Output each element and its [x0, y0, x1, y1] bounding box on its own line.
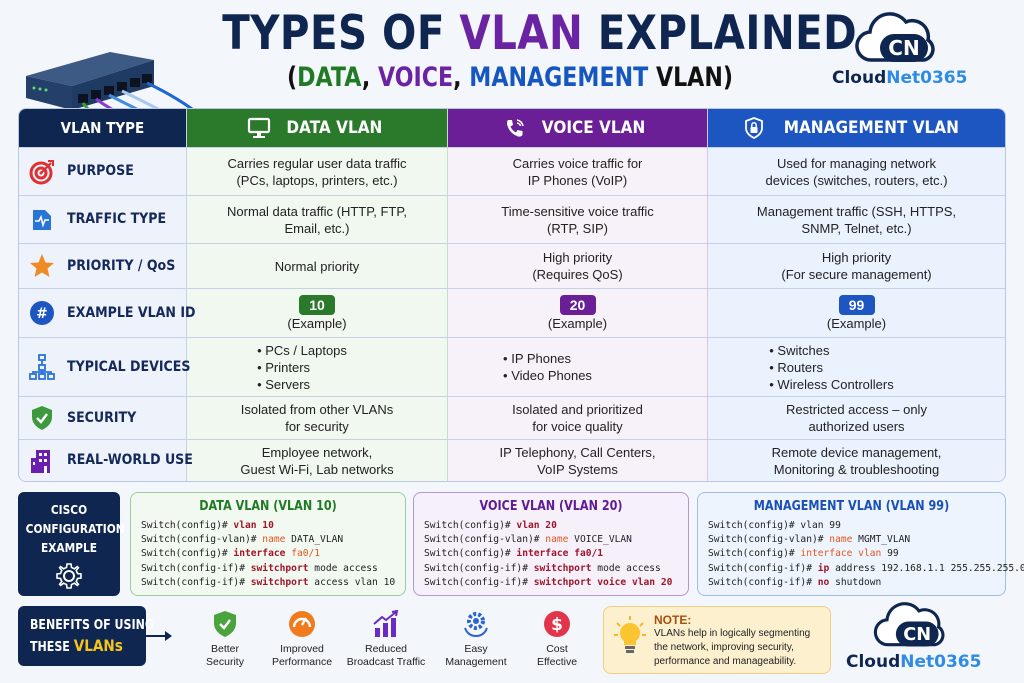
page-subtitle: (DATA, VOICE, MANAGEMENT VLAN) [287, 62, 733, 93]
gear-hand-icon [464, 612, 488, 638]
cell-mgmt-security: Restricted access – only authorized users [708, 397, 1005, 439]
cell-data-purpose: Carries regular user data traffic (PCs, l… [187, 148, 448, 195]
cell-voice-traffic: Time-sensitive voice traffic (RTP, SIP) [448, 196, 708, 243]
svg-text:#: # [36, 306, 48, 322]
benefit-reduced-broadcast: Reduced Broadcast Traffic [336, 610, 436, 669]
cell-voice-use: IP Telephony, Call Centers, VoIP Systems [448, 440, 708, 481]
cell-data-vlan-id: 10 (Example) [187, 289, 448, 337]
hash-icon: # [29, 300, 55, 326]
table-row-priority: PRIORITY / QoS Normal priority High prio… [19, 243, 1005, 288]
cell-voice-security: Isolated and prioritized for voice qualit… [448, 397, 708, 439]
row-label: SECURITY [67, 409, 137, 426]
table-row-security: SECURITY Isolated from other VLANs for se… [19, 396, 1005, 439]
cell-data-devices: PCs / LaptopsPrintersServers [187, 338, 448, 396]
cell-data-security: Isolated from other VLANs for security [187, 397, 448, 439]
code-block: Switch(config)# vlan 10 Switch(config-vl… [141, 520, 396, 588]
config-box-voice-vlan: VOICE VLAN (VLAN 20) Switch(config)# vla… [413, 492, 689, 596]
monitor-icon [247, 117, 270, 138]
table-row-typical-devices: TYPICAL DEVICES PCs / LaptopsPrintersSer… [19, 337, 1005, 396]
cell-voice-purpose: Carries voice traffic for IP Phones (VoIP… [448, 148, 708, 195]
svg-text:CN: CN [903, 625, 931, 645]
dollar-icon: $ [544, 611, 570, 637]
table-row-example-vlan-id: # EXAMPLE VLAN ID 10 (Example) 20 (Example… [19, 288, 1005, 337]
cloud-logo-icon: CN [873, 602, 945, 647]
header-vlan-type: VLAN TYPE [19, 109, 187, 147]
cell-voice-priority: High priority (Requires QoS) [448, 244, 708, 288]
pulse-doc-icon [29, 207, 55, 233]
row-label: TRAFFIC TYPE [67, 211, 167, 227]
row-label: REAL-WORLD USE [67, 452, 193, 468]
cell-data-priority: Normal priority [187, 244, 448, 288]
vlan-id-badge: 10 [299, 294, 335, 315]
brand-logo-bottom: CN CloudNet0365 [846, 602, 981, 672]
lightbulb-icon [614, 616, 646, 653]
header-management-vlan: MANAGEMENT VLAN [708, 109, 1005, 147]
gear-icon [56, 563, 82, 589]
cell-mgmt-use: Remote device management, Monitoring & tr… [708, 440, 1005, 481]
shield-check-icon [29, 405, 55, 431]
note-box: NOTE: VLANs help in logically segmenting… [603, 606, 831, 674]
cell-mgmt-priority: High priority (For secure management) [708, 244, 1005, 288]
cell-voice-devices: IP PhonesVideo Phones [448, 338, 708, 396]
benefit-easy-management: Easy Management [426, 610, 526, 669]
cell-mgmt-purpose: Used for managing network devices (switch… [708, 148, 1005, 195]
benefit-better-security: Better Security [175, 610, 275, 669]
row-label: EXAMPLE VLAN ID [67, 304, 196, 321]
cell-voice-vlan-id: 20 (Example) [448, 289, 708, 337]
svg-text:CN: CN [888, 36, 919, 60]
benefit-cost-effective: $ Cost Effective [507, 610, 607, 669]
vlan-comparison-table: VLAN TYPE DATA VLAN VOICE VLAN MANAGEMEN… [18, 108, 1006, 482]
row-label: PURPOSE [67, 163, 134, 179]
benefit-improved-performance: Improved Performance [252, 610, 352, 669]
table-row-real-world-use: REAL-WORLD USE Employee network, Guest Wi… [19, 439, 1005, 481]
network-switch-illustration [14, 38, 214, 122]
vlan-id-badge: 20 [559, 294, 596, 315]
header-voice-vlan: VOICE VLAN [448, 109, 708, 147]
cloud-logo-icon: CN [855, 12, 935, 62]
building-icon [29, 448, 55, 474]
svg-text:$: $ [551, 615, 563, 635]
cell-mgmt-vlan-id: 99 (Example) [708, 289, 1005, 337]
code-block: Switch(config)# vlan 20 Switch(config-vl… [424, 520, 673, 588]
config-box-data-vlan: DATA VLAN (VLAN 10) Switch(config)# vlan… [130, 492, 406, 596]
page-title: TYPES OF VLAN EXPLAINED [222, 6, 858, 61]
config-box-management-vlan: MANAGEMENT VLAN (VLAN 99) Switch(config)… [697, 492, 1024, 596]
table-row-purpose: PURPOSE Carries regular user data traffi… [19, 147, 1005, 195]
bar-chart-up-icon [373, 610, 399, 637]
network-tree-icon [29, 354, 55, 380]
row-label: TYPICAL DEVICES [67, 358, 191, 375]
cell-data-use: Employee network, Guest Wi-Fi, Lab networ… [187, 440, 448, 481]
phone-icon [506, 119, 524, 137]
vlan-id-badge: 99 [838, 294, 875, 315]
brand-logo-top: CN CloudNet0365 [832, 12, 967, 88]
table-header-row: VLAN TYPE DATA VLAN VOICE VLAN MANAGEMEN… [19, 109, 1005, 147]
speedometer-icon [289, 611, 315, 637]
target-icon [29, 159, 55, 185]
cell-data-traffic: Normal data traffic (HTTP, FTP, Email, et… [187, 196, 448, 243]
cell-mgmt-traffic: Management traffic (SSH, HTTPS, SNMP, Tel… [708, 196, 1005, 243]
star-icon [29, 253, 55, 279]
code-block: Switch(config)# vlan 99 Switch(config-vl… [708, 520, 1024, 588]
benefits-banner: BENEFITS OF USING THESE VLANs [18, 606, 154, 666]
header-data-vlan: DATA VLAN [187, 109, 448, 147]
cell-mgmt-devices: SwitchesRoutersWireless Controllers [708, 338, 1005, 396]
arrow-right-icon [126, 631, 172, 641]
shield-lock-icon [745, 117, 764, 139]
table-row-traffic-type: TRAFFIC TYPE Normal data traffic (HTTP, … [19, 195, 1005, 243]
shield-check-icon [214, 611, 236, 637]
row-label: PRIORITY / QoS [67, 257, 176, 274]
cisco-config-label: CISCO CONFIGURATION EXAMPLE [18, 492, 125, 596]
